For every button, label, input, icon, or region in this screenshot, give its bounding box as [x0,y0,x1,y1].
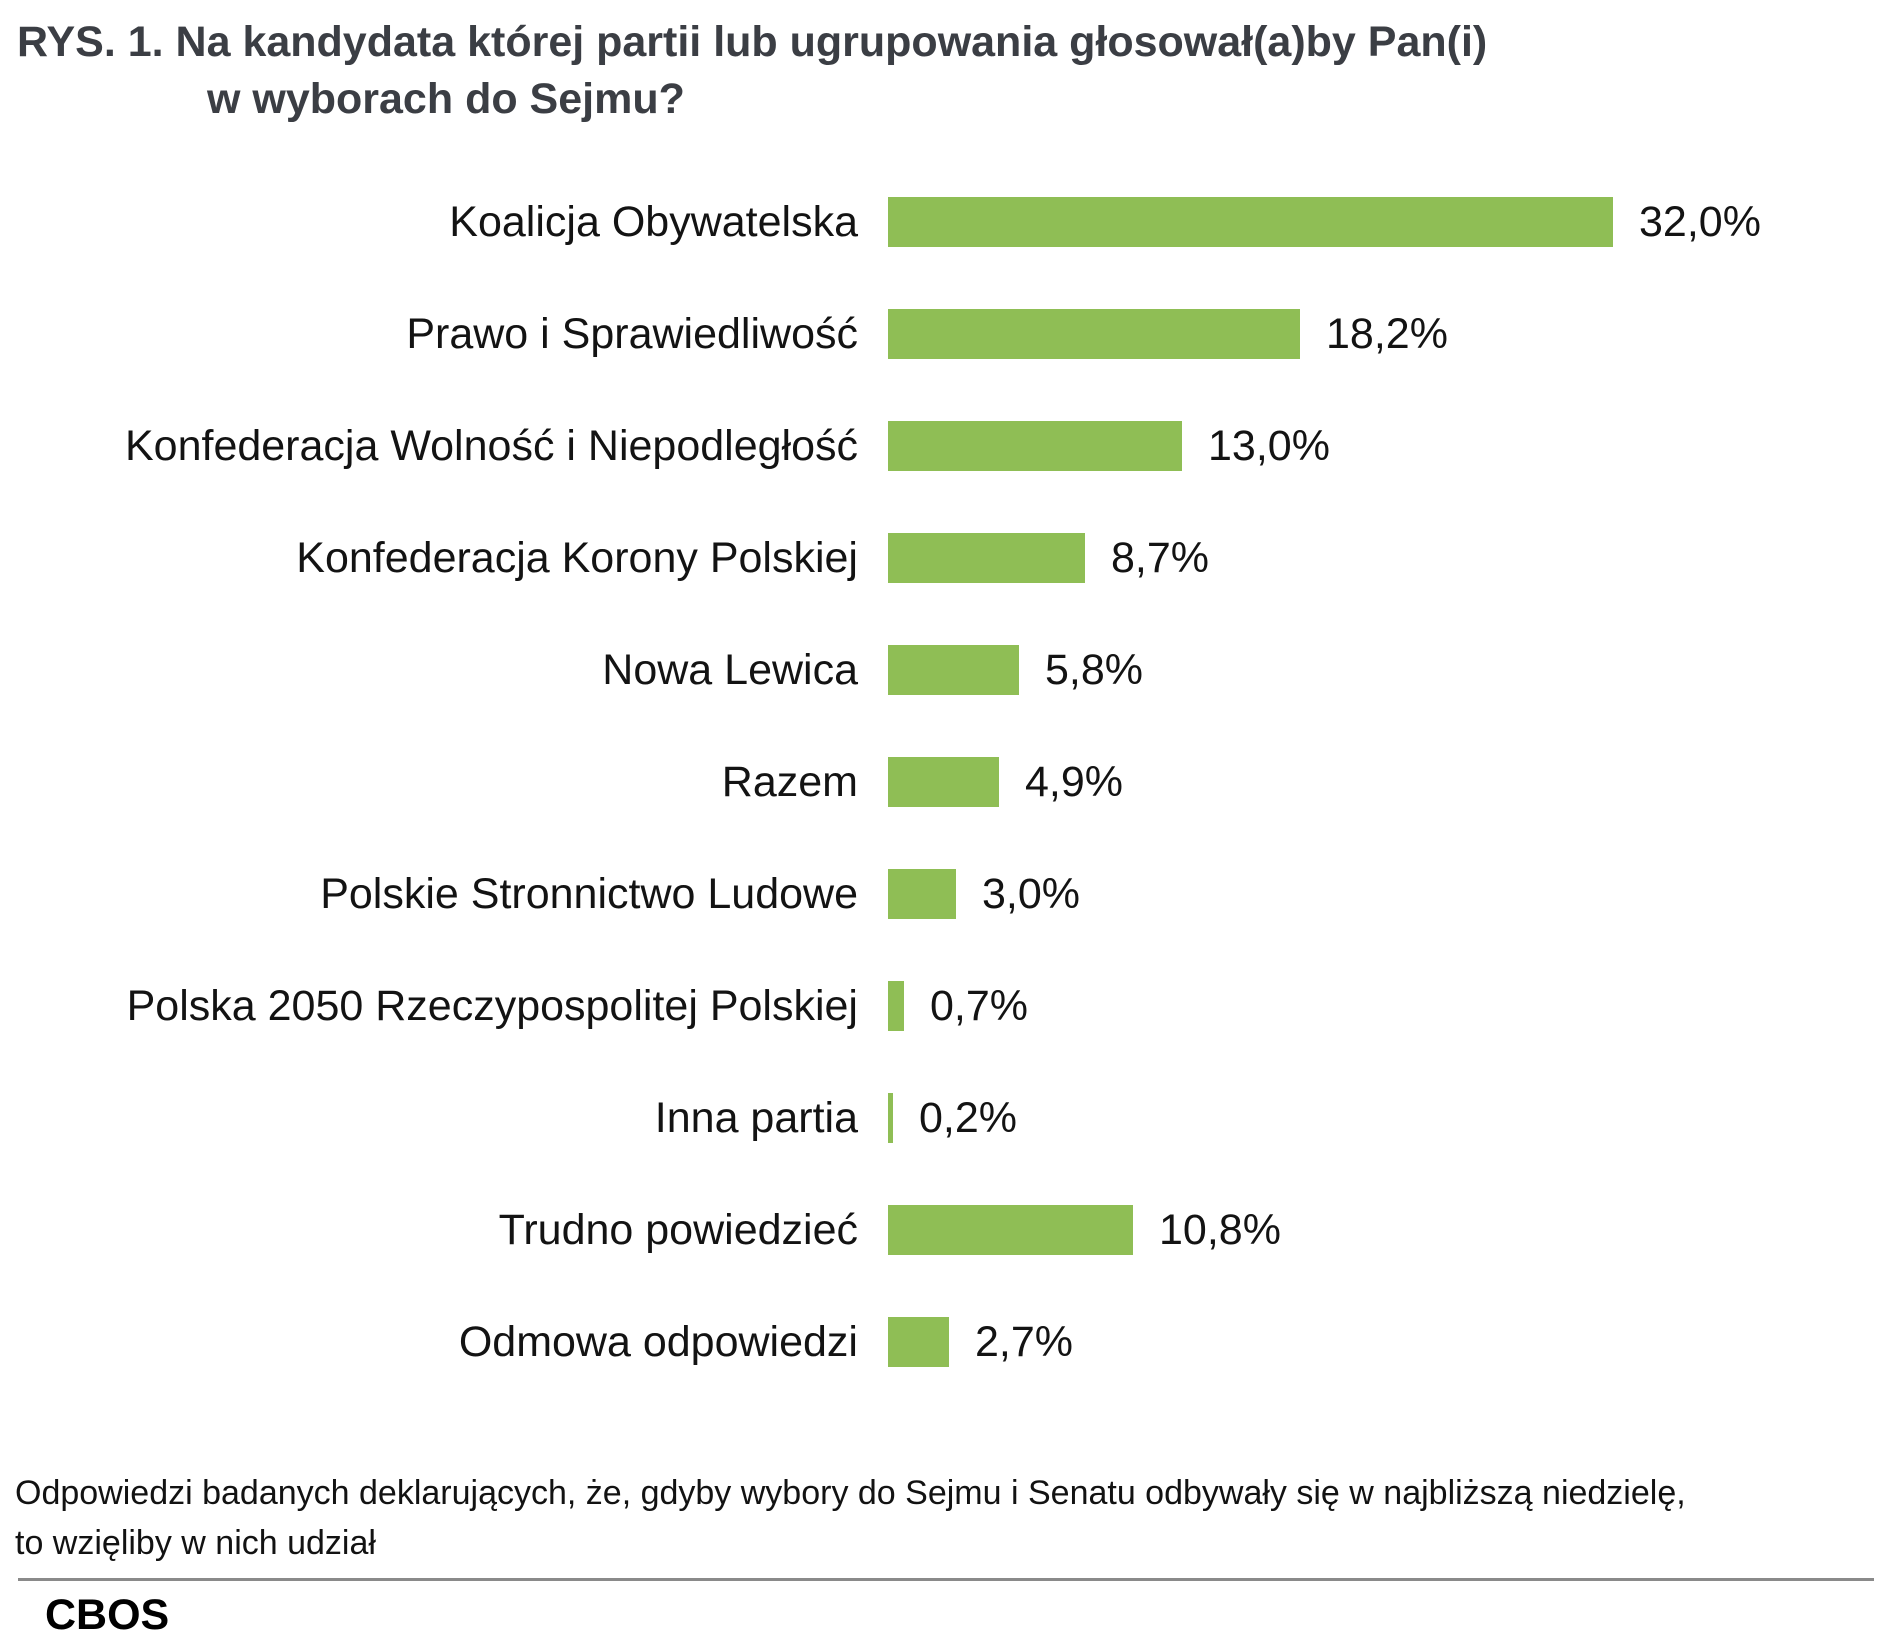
chart-row: Koalicja Obywatelska 32,0% [0,166,1893,278]
category-label: Konfederacja Korony Polskiej [296,533,858,582]
bar [888,533,1085,583]
chart-row: Trudno powiedzieć 10,8% [0,1174,1893,1286]
bar [888,1205,1133,1255]
value-label: 13,0% [1208,421,1330,470]
title-question-line1: Na kandydata której partii lub ugrupowan… [175,18,1488,66]
category-label: Polska 2050 Rzeczypospolitej Polskiej [126,981,858,1030]
chart-row: Razem 4,9% [0,726,1893,838]
chart-row: Konfederacja Korony Polskiej 8,7% [0,502,1893,614]
bar [888,1317,949,1367]
value-label: 5,8% [1045,645,1144,694]
bar [888,869,956,919]
chart-row: Prawo i Sprawiedliwość 18,2% [0,278,1893,390]
chart-footnote: Odpowiedzi badanych deklarujących, że, g… [15,1468,1885,1568]
value-label: 0,2% [919,1093,1018,1142]
chart-row: Inna partia 0,2% [0,1062,1893,1174]
category-label: Trudno powiedzieć [498,1205,858,1254]
value-label: 8,7% [1111,533,1210,582]
bar-chart: Koalicja Obywatelska 32,0% Prawo i Sprawie… [0,166,1893,1398]
value-label: 3,0% [982,869,1081,918]
value-label: 0,7% [930,981,1029,1030]
category-label: Polskie Stronnictwo Ludowe [320,869,858,918]
chart-row: Nowa Lewica 5,8% [0,614,1893,726]
category-label: Koalicja Obywatelska [449,197,858,246]
value-label: 4,9% [1025,757,1124,806]
title-question-line2: w wyborach do Sejmu? [207,75,685,123]
bar [888,645,1019,695]
category-label: Inna partia [654,1093,858,1142]
value-label: 2,7% [975,1317,1074,1366]
footer-divider [18,1578,1874,1581]
footnote-line: Odpowiedzi badanych deklarujących, że, g… [15,1474,1686,1512]
bar [888,421,1182,471]
bar [888,981,904,1031]
bar [888,757,999,807]
category-label: Prawo i Sprawiedliwość [406,309,858,358]
page-title: RYS. 1. Na kandydata której partii lub u… [17,14,1487,128]
chart-row: Odmowa odpowiedzi 2,7% [0,1286,1893,1398]
category-label: Odmowa odpowiedzi [458,1317,858,1366]
footnote-line: to wzięliby w nich udział [15,1524,376,1562]
category-label: Nowa Lewica [602,645,858,694]
bar [888,1093,893,1143]
value-label: 32,0% [1639,197,1761,246]
value-label: 18,2% [1326,309,1448,358]
figure-number: RYS. 1. [17,18,164,66]
value-label: 10,8% [1159,1205,1281,1254]
category-label: Razem [721,757,858,806]
bar [888,309,1300,359]
chart-row: Konfederacja Wolność i Niepodległość 13,0… [0,390,1893,502]
category-label: Konfederacja Wolność i Niepodległość [124,421,858,470]
chart-row: Polska 2050 Rzeczypospolitej Polskiej 0,7… [0,950,1893,1062]
cbos-logo: CBOS [45,1591,170,1639]
bar [888,197,1613,247]
chart-row: Polskie Stronnictwo Ludowe 3,0% [0,838,1893,950]
